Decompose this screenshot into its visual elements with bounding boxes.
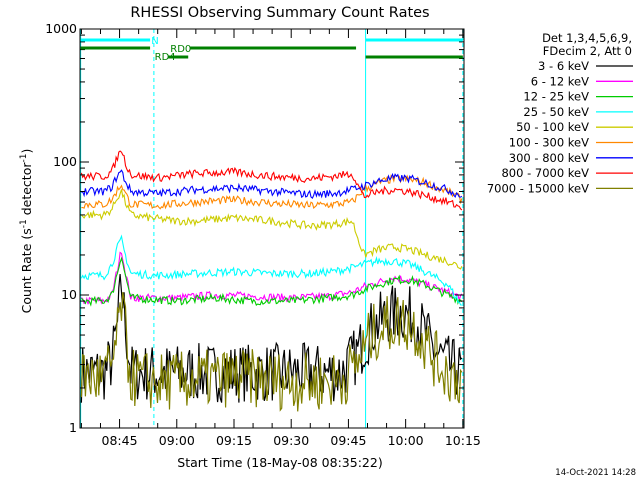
series-line <box>80 150 463 211</box>
legend-label: 50 - 100 keV <box>516 120 589 134</box>
legend-label: 300 - 800 keV <box>509 151 589 165</box>
y-tick-label: 1000 <box>45 21 77 36</box>
chart-title: RHESSI Observing Summary Count Rates <box>130 5 429 21</box>
axes-layer: 1 10 100 1000 08:45 09:00 09:15 09:30 09:45 10:00… <box>45 21 481 448</box>
series-line <box>80 234 462 306</box>
y-axis-label-sup1: -1 <box>19 219 29 228</box>
x-tick-label: 09:15 <box>216 433 252 448</box>
x-tick-label: 10:00 <box>388 433 424 448</box>
series-line <box>80 189 463 270</box>
legend-label: 12 - 25 keV <box>523 90 589 104</box>
series-line <box>81 251 463 305</box>
y-axis-label-sup2: -1 <box>19 154 29 163</box>
y-axis-label-end: ) <box>19 149 34 154</box>
legend-header-line-2: FDecim 2, Att 0 <box>543 44 632 58</box>
x-axis-label: Start Time (18-May-08 08:35:22) <box>177 455 382 470</box>
series-line <box>80 256 463 307</box>
legend-header-line-1: Det 1,3,4,5,6,9, <box>542 31 632 45</box>
mode-label: N <box>151 36 158 47</box>
y-axis-label-mid: detector <box>19 162 34 220</box>
y-axis-label-main: Count Rate (s <box>19 228 34 313</box>
x-tick-label: 09:45 <box>330 433 366 448</box>
x-tick-label: 10:15 <box>445 433 481 448</box>
attenuator-spans <box>80 29 464 428</box>
legend-label: 7000 - 15000 keV <box>487 181 589 195</box>
series-line <box>80 292 463 412</box>
legend-label: 100 - 300 keV <box>509 136 589 150</box>
mode-label: RD0 <box>170 44 191 55</box>
x-tick-label: 08:45 <box>102 433 138 448</box>
y-tick-label: 100 <box>53 154 77 169</box>
y-tick-label: 1 <box>69 420 77 435</box>
legend-label: 25 - 50 keV <box>523 105 589 119</box>
x-tick-label: 09:00 <box>159 433 195 448</box>
legend-label: 3 - 6 keV <box>538 59 589 73</box>
y-axis-label: Count Rate (s-1 detector-1) <box>19 149 34 314</box>
y-tick-label: 10 <box>61 287 77 302</box>
mode-label: RD4 <box>155 52 176 63</box>
series-layer <box>80 150 463 412</box>
legend-label: 6 - 12 keV <box>531 74 589 88</box>
series-line <box>81 169 463 199</box>
legend-label: 800 - 7000 keV <box>501 166 589 180</box>
footer-timestamp: 14-Oct-2021 14:28 <box>555 468 636 478</box>
x-tick-label: 09:30 <box>273 433 309 448</box>
